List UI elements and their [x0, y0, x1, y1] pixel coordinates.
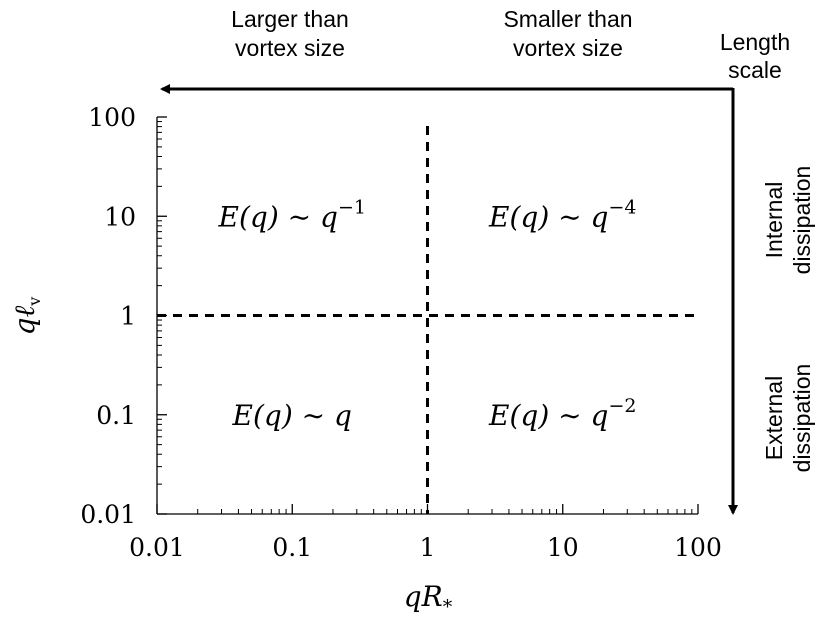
svg-text:dissipation: dissipation: [789, 166, 815, 275]
larger-header-line2: vortex size: [235, 35, 345, 61]
y-axis-ticks: [157, 116, 167, 515]
x-tick-label: 0.1: [272, 533, 312, 562]
y-tick-label: 10: [104, 202, 136, 231]
y-tick-label: 1: [120, 302, 136, 331]
y-tick-label: 100: [88, 103, 136, 132]
x-tick-label: 100: [674, 533, 722, 562]
region-formula-top-right: E(q) ∼ q−4: [488, 196, 636, 233]
y-tick-label: 0.1: [96, 401, 136, 430]
x-tick-label: 10: [547, 533, 579, 562]
length-scale-label-line2: scale: [728, 57, 782, 83]
region-formulas: E(q) ∼ q−1 E(q) ∼ q−4 E(q) ∼ q E(q) ∼ q−2: [218, 196, 637, 432]
y-tick-labels: 0.01 0.1 1 10 100: [80, 103, 136, 529]
x-tick-label: 1: [420, 533, 436, 562]
y-axis-label: qℓv: [8, 297, 44, 336]
x-axis-ticks: [156, 504, 699, 514]
larger-header-line1: Larger than: [231, 6, 349, 32]
length-scale-label-line1: Length: [720, 29, 790, 55]
x-tick-label: 0.01: [129, 533, 185, 562]
svg-text:dissipation: dissipation: [789, 364, 815, 473]
svg-text:External: External: [761, 376, 787, 460]
smaller-header-line2: vortex size: [513, 35, 623, 61]
y-tick-label: 0.01: [80, 500, 136, 529]
external-dissipation-label: External dissipation: [761, 364, 815, 473]
x-axis-label: qR*: [404, 580, 453, 618]
svg-text:qℓv: qℓv: [8, 297, 44, 336]
internal-dissipation-label: Internal dissipation: [761, 166, 815, 275]
smaller-header-line1: Smaller than: [503, 6, 632, 32]
x-tick-labels: 0.01 0.1 1 10 100: [129, 533, 722, 562]
region-formula-bottom-left: E(q) ∼ q: [232, 399, 352, 432]
region-formula-bottom-right: E(q) ∼ q−2: [488, 395, 636, 432]
region-formula-top-left: E(q) ∼ q−1: [218, 196, 366, 233]
svg-text:Internal: Internal: [761, 182, 787, 259]
